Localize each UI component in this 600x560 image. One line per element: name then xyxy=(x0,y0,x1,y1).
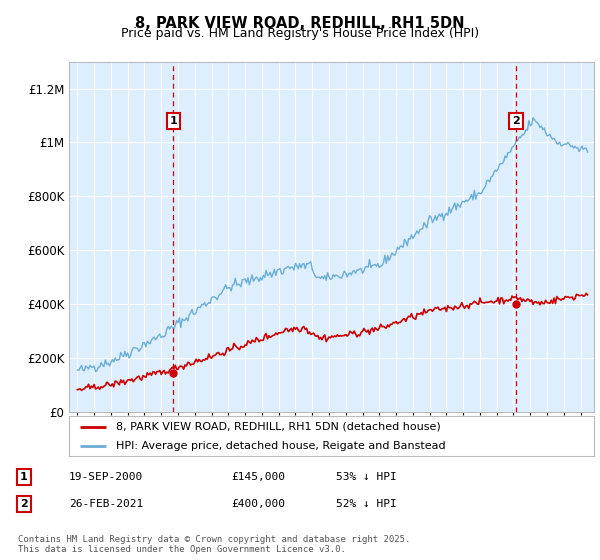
Text: 2: 2 xyxy=(512,116,520,126)
Text: HPI: Average price, detached house, Reigate and Banstead: HPI: Average price, detached house, Reig… xyxy=(116,441,446,450)
Text: £145,000: £145,000 xyxy=(231,472,285,482)
Text: 2: 2 xyxy=(20,499,28,509)
Text: 26-FEB-2021: 26-FEB-2021 xyxy=(69,499,143,509)
Text: 1: 1 xyxy=(20,472,28,482)
Text: 19-SEP-2000: 19-SEP-2000 xyxy=(69,472,143,482)
Text: 52% ↓ HPI: 52% ↓ HPI xyxy=(336,499,397,509)
Text: Price paid vs. HM Land Registry's House Price Index (HPI): Price paid vs. HM Land Registry's House … xyxy=(121,27,479,40)
Text: 8, PARK VIEW ROAD, REDHILL, RH1 5DN (detached house): 8, PARK VIEW ROAD, REDHILL, RH1 5DN (det… xyxy=(116,422,441,432)
Text: £400,000: £400,000 xyxy=(231,499,285,509)
Text: 53% ↓ HPI: 53% ↓ HPI xyxy=(336,472,397,482)
Text: 1: 1 xyxy=(169,116,177,126)
Text: 8, PARK VIEW ROAD, REDHILL, RH1 5DN: 8, PARK VIEW ROAD, REDHILL, RH1 5DN xyxy=(135,16,465,31)
Text: Contains HM Land Registry data © Crown copyright and database right 2025.
This d: Contains HM Land Registry data © Crown c… xyxy=(18,535,410,554)
